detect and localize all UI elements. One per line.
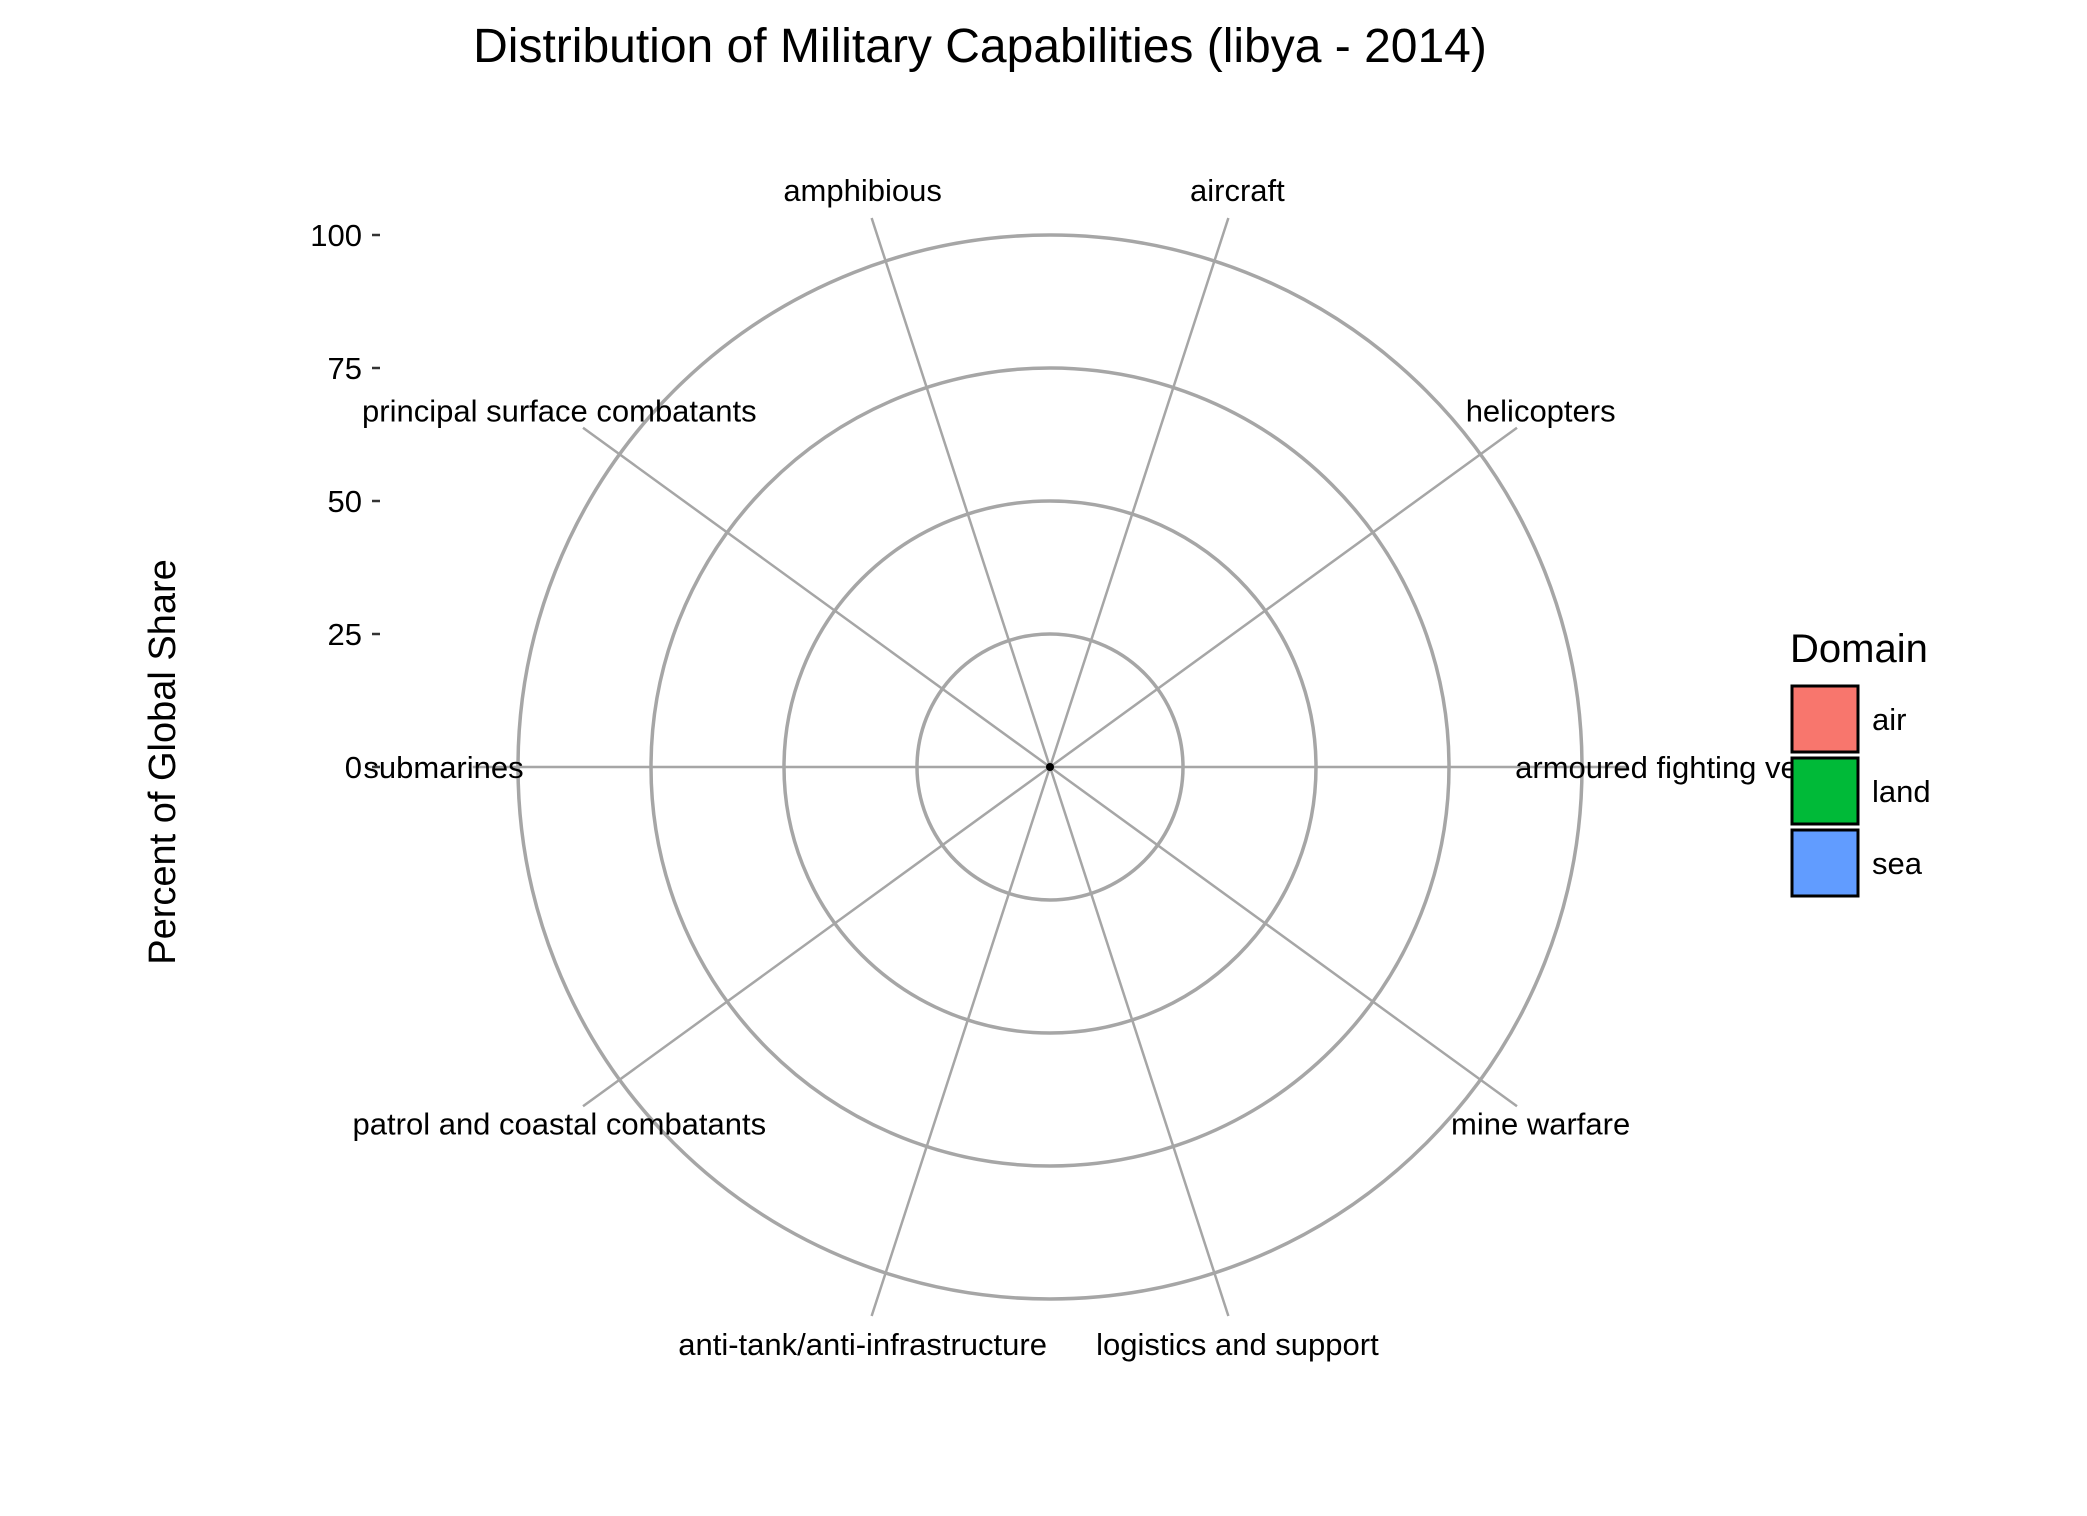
grid-spoke: [870, 766, 1052, 1317]
grid-spokes: [472, 217, 1628, 1317]
grid-spoke: [1049, 426, 1518, 769]
category-label: patrol and coastal combatants: [353, 1106, 767, 1141]
data-marks: [1046, 763, 1054, 771]
category-label: anti-tank/anti-infrastructure: [678, 1327, 1047, 1362]
category-label: armoured fighting ve: [1515, 750, 1798, 785]
y-axis-label: Percent of Global Share: [142, 559, 184, 965]
center-point: [1046, 763, 1054, 771]
grid-spoke: [582, 426, 1051, 769]
chart-title: Distribution of Military Capabilities (l…: [473, 20, 1487, 73]
category-label: submarines: [363, 750, 523, 785]
legend-swatch: [1790, 828, 1860, 898]
category-labels: aircraft helicopters armoured fighting ve m…: [353, 173, 1798, 1362]
legend-title: Domain: [1790, 627, 1928, 671]
legend-items: air land sea: [1790, 684, 1931, 898]
category-label: aircraft: [1190, 173, 1285, 208]
y-tick-label: 100: [310, 218, 362, 253]
legend-label: land: [1872, 774, 1931, 809]
legend: Domain air land sea: [1790, 627, 1931, 898]
grid-spoke: [582, 765, 1051, 1108]
category-label: helicopters: [1466, 394, 1616, 429]
y-tick-label: 75: [328, 351, 362, 386]
category-label: mine warfare: [1451, 1106, 1630, 1141]
category-label: amphibious: [783, 173, 942, 208]
y-axis-ticks: 0 25 50 75 100: [310, 218, 380, 785]
y-tick-label: 25: [328, 617, 362, 652]
category-label: principal surface combatants: [362, 394, 757, 429]
y-tick-label: 50: [328, 484, 362, 519]
grid-spoke: [1048, 766, 1230, 1317]
legend-swatch: [1790, 756, 1860, 826]
y-tick-label: 0: [345, 750, 362, 785]
legend-label: air: [1872, 702, 1906, 737]
legend-label: sea: [1872, 846, 1923, 881]
grid-spoke: [1049, 765, 1518, 1108]
grid-spoke: [1048, 217, 1230, 768]
grid-spoke: [870, 217, 1052, 768]
category-label: logistics and support: [1096, 1327, 1379, 1362]
legend-swatch: [1790, 684, 1860, 754]
